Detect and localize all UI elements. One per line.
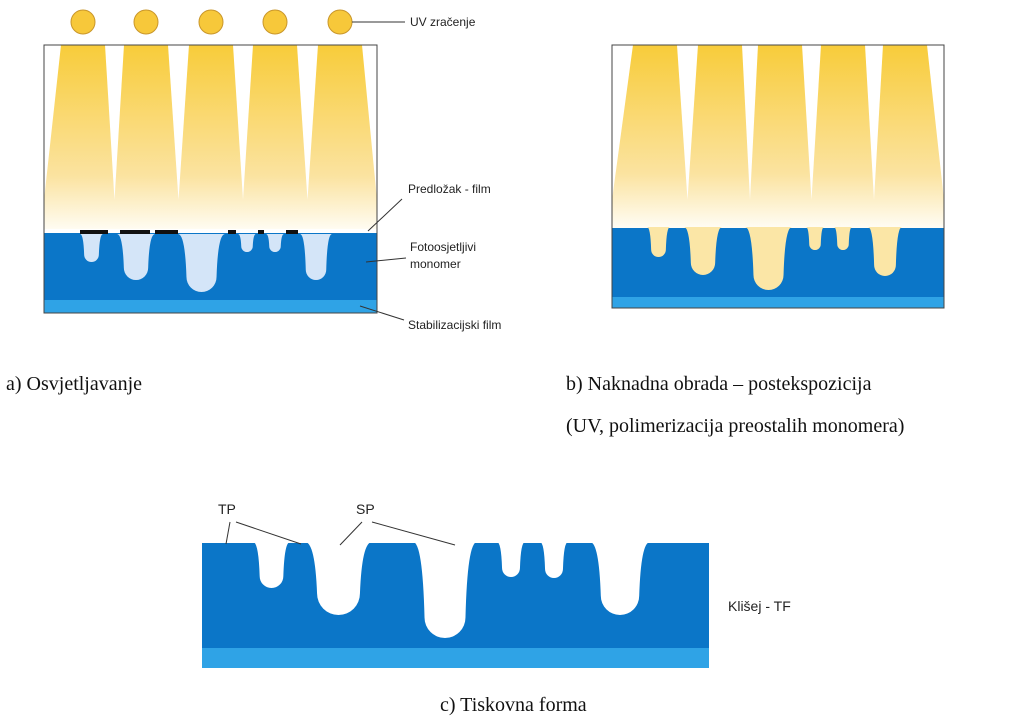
film-opening [176, 230, 227, 233]
label-tp: TP [218, 501, 236, 517]
light-gap [802, 45, 821, 200]
exposed-area [117, 234, 155, 280]
light-gap [612, 45, 633, 200]
exposed-area [238, 234, 256, 253]
washed-area [540, 542, 568, 578]
uv-source [262, 9, 288, 35]
label-uv: UV zračenje [410, 15, 476, 29]
film-opening [264, 230, 286, 233]
film-opening [236, 230, 258, 233]
label-cliche: Klišej - TF [728, 598, 791, 614]
film-mask [80, 230, 108, 234]
washed-area [497, 542, 525, 577]
light-gap [677, 45, 698, 200]
film-opening [298, 230, 334, 233]
polymerized-area [834, 227, 852, 251]
label-stab: Stabilizacijski film [408, 318, 501, 332]
leader [365, 257, 407, 263]
uv-source [198, 9, 224, 35]
uv-light [44, 45, 377, 232]
washed-area [413, 542, 477, 638]
label-sp: SP [356, 501, 375, 517]
polymerized-area [806, 227, 824, 251]
stab-film [202, 648, 709, 668]
light-gap [362, 45, 377, 200]
light-gap [233, 45, 253, 200]
leader [367, 198, 403, 232]
panel-b [611, 44, 945, 309]
label-monomer: Fotoosjetljivi [410, 240, 476, 254]
frame [43, 44, 378, 314]
uv-source [70, 9, 96, 35]
stab-film [44, 300, 377, 313]
polymerized-area [868, 227, 902, 276]
film-mask [120, 230, 150, 234]
leader [359, 305, 405, 321]
polymerized-area [647, 227, 670, 257]
leader [235, 521, 302, 545]
caption-b: (UV, polimerizacija preostalih monomera) [566, 415, 904, 437]
leader [339, 521, 363, 546]
stab-film [612, 297, 944, 308]
film-mask [286, 230, 298, 234]
panel-c [202, 542, 709, 668]
washed-area [253, 542, 290, 588]
caption-b: b) Naknadna obrada – postekspozicija [566, 373, 872, 395]
label-monomer: monomer [410, 257, 461, 271]
frame [611, 44, 945, 309]
film-mask [155, 230, 178, 234]
panel-a [43, 9, 378, 314]
leader [225, 521, 231, 545]
film-mask [228, 230, 236, 234]
leader [371, 521, 456, 546]
uv-source [133, 9, 159, 35]
exposed-area [300, 234, 332, 280]
light-gap [168, 45, 189, 200]
exposed-area [80, 234, 103, 262]
uv-source [327, 9, 353, 35]
light-gap [44, 45, 61, 200]
polymerized-area [684, 227, 722, 275]
washed-area [305, 542, 372, 615]
light-gap [742, 45, 758, 200]
exposed-area [178, 234, 225, 292]
uv-light [612, 45, 944, 229]
film-mask [258, 230, 264, 234]
exposed-area [266, 234, 284, 253]
caption-c: c) Tiskovna forma [440, 694, 587, 716]
light-gap [297, 45, 318, 200]
light-gap [927, 45, 944, 200]
label-film: Predložak - film [408, 182, 491, 196]
light-gap [105, 45, 124, 200]
washed-area [590, 542, 650, 615]
polymerized-area [745, 227, 792, 290]
light-gap [865, 45, 883, 200]
caption-a: a) Osvjetljavanje [6, 373, 142, 395]
